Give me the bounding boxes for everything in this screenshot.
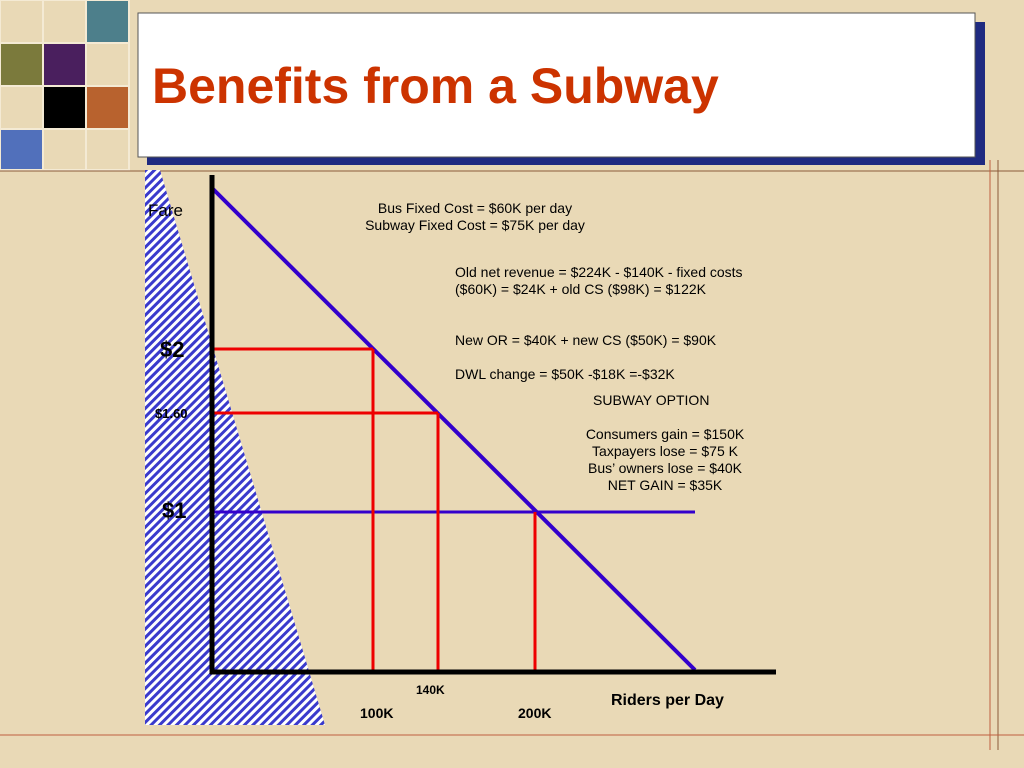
hatched-area [145,170,325,725]
fixed-cost: Bus Fixed Cost = $60K per day [377,200,573,216]
note: Old net revenue = $224K - $140K - fixed … [455,264,743,297]
title-box [137,12,976,158]
x-axis-label: Riders per Day [611,692,724,709]
subway-line: Taxpayers lose = $75 K [592,443,738,459]
price-label: $2 [160,337,185,362]
price-label: $1 [162,498,187,523]
y-axis-label: Fare [148,201,183,220]
demand-line [210,186,697,672]
quantity-label: 200K [518,705,552,721]
subway-line: Bus’ owners lose = $40K [588,460,742,476]
corner-squares [0,0,130,171]
fixed-cost: Subway Fixed Cost = $75K per day [365,217,585,233]
quantity-label: 140K [416,683,445,697]
subway-line: Consumers gain = $150K [585,426,745,442]
quantity-label: 100K [360,705,394,721]
price-label: $1.60 [155,406,188,421]
subway-heading: SUBWAY OPTION [593,392,710,408]
price-quantity-lines [212,347,537,672]
note: DWL change = $50K -$18K =-$32K [455,366,675,382]
slide-title: Benefits from a Subway [152,58,719,114]
subway-line: NET GAIN = $35K [607,477,723,493]
note: New OR = $40K + new CS ($50K) = $90K [455,332,717,348]
